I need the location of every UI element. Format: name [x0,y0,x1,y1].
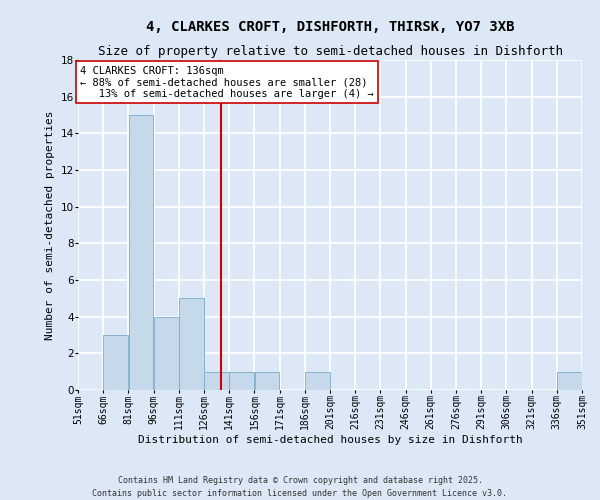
Bar [254,372,280,390]
Text: 4, CLARKES CROFT, DISHFORTH, THIRSK, YO7 3XB: 4, CLARKES CROFT, DISHFORTH, THIRSK, YO7… [146,20,514,34]
Bar [557,372,582,390]
Bar [103,335,128,390]
Bar [204,372,229,390]
Bar [305,372,330,390]
Bar [179,298,204,390]
Text: Contains public sector information licensed under the Open Government Licence v3: Contains public sector information licen… [92,488,508,498]
X-axis label: Distribution of semi-detached houses by size in Dishforth: Distribution of semi-detached houses by … [137,435,523,445]
Bar [128,115,154,390]
Y-axis label: Number of semi-detached properties: Number of semi-detached properties [45,110,55,340]
Text: 4 CLARKES CROFT: 136sqm
← 88% of semi-detached houses are smaller (28)
   13% of: 4 CLARKES CROFT: 136sqm ← 88% of semi-de… [80,66,373,98]
Text: Size of property relative to semi-detached houses in Dishforth: Size of property relative to semi-detach… [97,45,563,58]
Bar [229,372,254,390]
Bar [154,316,179,390]
Text: Contains HM Land Registry data © Crown copyright and database right 2025.: Contains HM Land Registry data © Crown c… [118,476,482,485]
